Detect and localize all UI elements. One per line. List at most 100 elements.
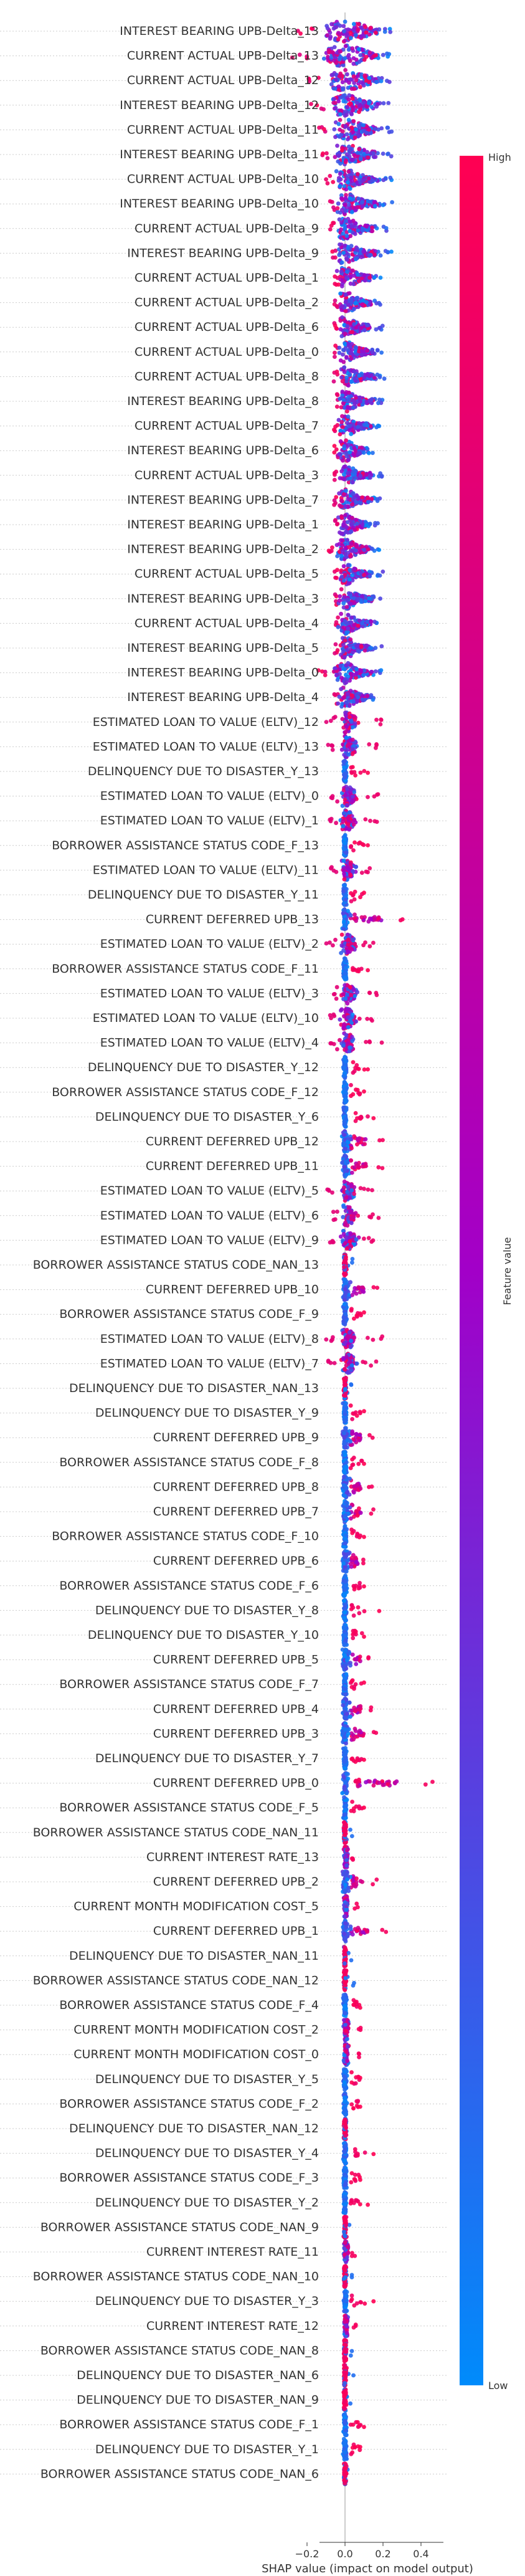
shap-point <box>354 1291 359 1296</box>
shap-point <box>381 570 385 574</box>
shap-point <box>352 369 357 374</box>
shap-point <box>367 596 371 601</box>
feature-row-points <box>328 217 389 241</box>
shap-point <box>354 592 359 597</box>
shap-point <box>341 458 345 463</box>
shap-point <box>340 315 344 320</box>
shap-point <box>342 365 347 370</box>
shap-point <box>342 1089 347 1094</box>
shap-point <box>348 234 353 239</box>
shap-point <box>356 150 361 155</box>
shap-point <box>329 548 334 553</box>
shap-point <box>341 1214 346 1219</box>
shap-point <box>386 101 391 105</box>
shap-point <box>338 327 343 332</box>
shap-point <box>352 889 357 894</box>
feature-row-points <box>320 143 394 166</box>
shap-point <box>349 615 354 620</box>
shap-point <box>341 992 346 996</box>
shap-point <box>352 994 357 998</box>
shap-point <box>355 172 360 176</box>
shap-point <box>328 227 333 232</box>
shap-point <box>348 1239 352 1244</box>
shap-point <box>344 530 348 534</box>
shap-point <box>333 518 338 523</box>
shap-point <box>336 201 341 206</box>
shap-point <box>343 837 348 842</box>
shap-point <box>343 1291 348 1295</box>
shap-point <box>331 221 336 226</box>
shap-point <box>364 224 369 229</box>
shap-point <box>337 694 342 699</box>
shap-point <box>344 735 349 740</box>
shap-point <box>349 298 353 303</box>
shap-point <box>367 275 372 280</box>
feature-row-points <box>328 1006 374 1031</box>
shap-point <box>359 644 364 649</box>
shap-point <box>366 451 371 456</box>
shap-point <box>343 1280 348 1285</box>
shap-point <box>348 1196 352 1200</box>
shap-point <box>331 72 335 77</box>
shap-point <box>341 47 346 52</box>
shap-point <box>379 1337 384 1341</box>
shap-point <box>359 326 364 330</box>
shap-point <box>335 568 339 573</box>
feature-row-points <box>341 956 370 981</box>
shap-point <box>321 151 325 156</box>
shap-point <box>374 104 379 109</box>
shap-point <box>369 105 374 109</box>
shap-point <box>330 545 334 550</box>
shap-point <box>368 26 373 31</box>
shap-point <box>339 553 344 558</box>
shap-point <box>362 1142 367 1147</box>
shap-point <box>345 647 350 652</box>
shap-point <box>339 193 344 198</box>
shap-point <box>334 996 339 1001</box>
shap-point <box>351 130 356 135</box>
shap-point <box>361 123 366 128</box>
shap-point <box>352 1286 357 1290</box>
shap-point <box>366 843 370 847</box>
shap-point <box>349 125 354 130</box>
shap-point <box>354 864 359 869</box>
shap-point <box>356 1165 361 1169</box>
shap-point <box>332 1014 337 1018</box>
shap-point <box>338 1234 343 1239</box>
shap-point <box>344 454 349 459</box>
shap-point <box>374 743 379 748</box>
shap-point <box>331 868 336 873</box>
shap-point <box>378 275 383 280</box>
shap-point <box>326 56 330 61</box>
shap-point <box>339 420 344 424</box>
shap-point <box>340 717 345 722</box>
shap-point <box>333 255 338 260</box>
shap-point <box>348 36 353 41</box>
shap-point <box>354 517 358 522</box>
shap-point <box>346 822 351 827</box>
shap-point <box>331 992 336 996</box>
shap-point <box>340 304 344 308</box>
shap-point <box>378 722 383 727</box>
shap-point <box>344 1085 349 1090</box>
shap-point <box>350 515 354 520</box>
shap-point <box>348 476 353 480</box>
feature-row-points <box>333 340 384 365</box>
shap-point <box>345 541 350 546</box>
shap-point <box>355 1142 359 1147</box>
shap-point <box>374 327 379 332</box>
shap-point <box>342 877 347 882</box>
shap-point <box>343 1147 348 1151</box>
shap-point <box>337 252 342 257</box>
shap-point <box>339 284 344 289</box>
shap-point <box>353 773 357 778</box>
shap-point <box>346 581 351 586</box>
shap-point <box>372 917 377 922</box>
shap-point <box>349 432 354 436</box>
shap-point <box>334 985 339 990</box>
shap-point <box>357 1091 362 1096</box>
shap-point <box>339 675 344 680</box>
feature-row-points <box>325 1179 374 1203</box>
shap-point <box>342 1265 346 1269</box>
shap-point <box>338 358 343 363</box>
